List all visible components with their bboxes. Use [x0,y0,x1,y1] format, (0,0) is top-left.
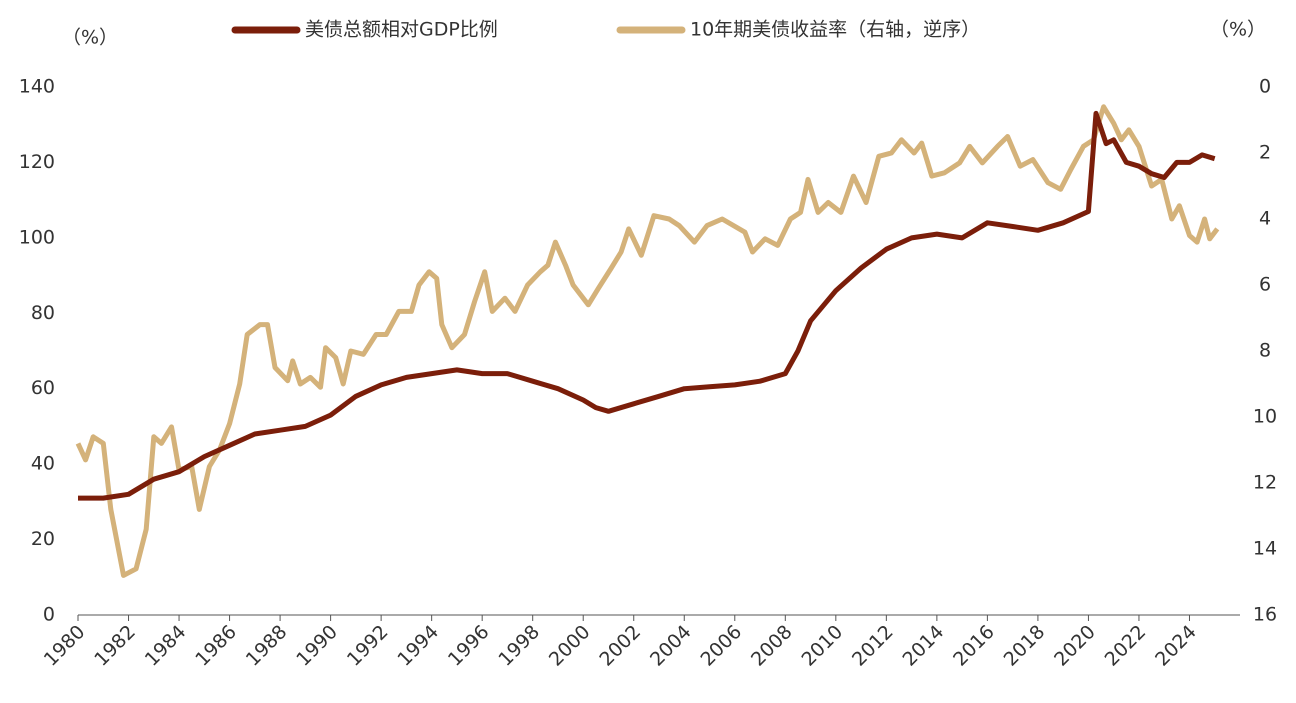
x-tick-label: 2014 [899,621,949,671]
y-tick-label: 80 [31,302,55,324]
y-tick-label: 60 [31,377,55,399]
y-tick-label: 20 [31,528,55,550]
y2-tick-label: 14 [1253,538,1277,560]
y2-tick-label: 6 [1259,274,1271,296]
x-tick-label: 2000 [545,621,595,671]
y2-tick-label: 12 [1253,472,1277,494]
x-tick-label: 2024 [1151,621,1201,671]
x-tick-label: 1986 [191,621,241,671]
series-line [78,110,1216,501]
y-tick-label: 40 [31,453,55,475]
y-tick-label: 140 [19,76,55,98]
x-tick-label: 1988 [242,621,292,671]
x-tick-label: 2022 [1101,621,1151,671]
x-tick-label: 1996 [444,621,494,671]
x-tick-label: 2002 [595,621,645,671]
series-line [75,104,1220,578]
legend-label: 10年期美债收益率（右轴，逆序） [690,19,980,41]
y2-tick-label: 4 [1259,208,1271,230]
x-tick-label: 2008 [747,621,797,671]
y-axis-label: （%） [62,27,118,49]
x-tick-label: 1992 [343,621,393,671]
x-tick-label: 1980 [40,621,90,671]
x-tick-label: 2006 [696,621,746,671]
x-tick-label: 2018 [1000,621,1050,671]
y-tick-label: 0 [43,604,55,626]
x-tick-label: 1982 [90,621,140,671]
x-tick-label: 2016 [949,621,999,671]
y2-tick-label: 8 [1259,340,1271,362]
x-tick-label: 2004 [646,621,696,671]
x-tick-label: 1994 [393,621,443,671]
x-tick-label: 1998 [494,621,544,671]
y2-tick-label: 2 [1259,142,1271,164]
x-tick-label: 2020 [1050,621,1100,671]
y-tick-label: 100 [19,226,55,248]
y2-axis-label: （%） [1210,19,1266,41]
x-tick-label: 2010 [797,621,847,671]
x-tick-label: 1990 [292,621,342,671]
legend-label: 美债总额相对GDP比例 [305,19,498,41]
y-tick-label: 120 [19,151,55,173]
x-tick-label: 1984 [141,621,191,671]
x-tick-label: 2012 [848,621,898,671]
y2-tick-label: 16 [1253,604,1277,626]
y2-tick-label: 10 [1253,406,1277,428]
y2-tick-label: 0 [1259,76,1271,98]
